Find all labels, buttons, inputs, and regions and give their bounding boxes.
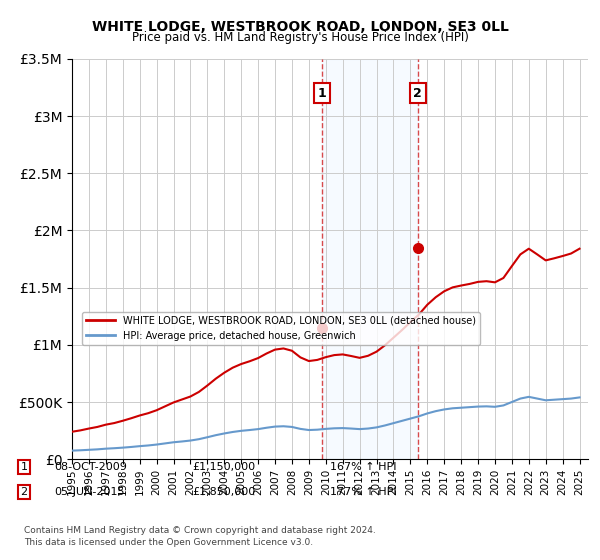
Text: 05-JUN-2015: 05-JUN-2015 <box>54 487 125 497</box>
Text: 2: 2 <box>20 487 28 497</box>
Bar <box>322 59 418 459</box>
Text: 2: 2 <box>413 87 422 100</box>
Text: 177% ↑ HPI: 177% ↑ HPI <box>330 487 397 497</box>
Text: £1,150,000: £1,150,000 <box>192 462 255 472</box>
Legend: WHITE LODGE, WESTBROOK ROAD, LONDON, SE3 0LL (detached house), HPI: Average pric: WHITE LODGE, WESTBROOK ROAD, LONDON, SE3… <box>82 312 480 344</box>
Text: WHITE LODGE, WESTBROOK ROAD, LONDON, SE3 0LL: WHITE LODGE, WESTBROOK ROAD, LONDON, SE3… <box>92 20 508 34</box>
Text: 167% ↑ HPI: 167% ↑ HPI <box>330 462 397 472</box>
Text: This data is licensed under the Open Government Licence v3.0.: This data is licensed under the Open Gov… <box>24 538 313 547</box>
Text: 1: 1 <box>20 462 28 472</box>
Text: £1,850,000: £1,850,000 <box>192 487 255 497</box>
Text: Price paid vs. HM Land Registry's House Price Index (HPI): Price paid vs. HM Land Registry's House … <box>131 31 469 44</box>
Text: 08-OCT-2009: 08-OCT-2009 <box>54 462 127 472</box>
Text: Contains HM Land Registry data © Crown copyright and database right 2024.: Contains HM Land Registry data © Crown c… <box>24 526 376 535</box>
Text: 1: 1 <box>317 87 326 100</box>
